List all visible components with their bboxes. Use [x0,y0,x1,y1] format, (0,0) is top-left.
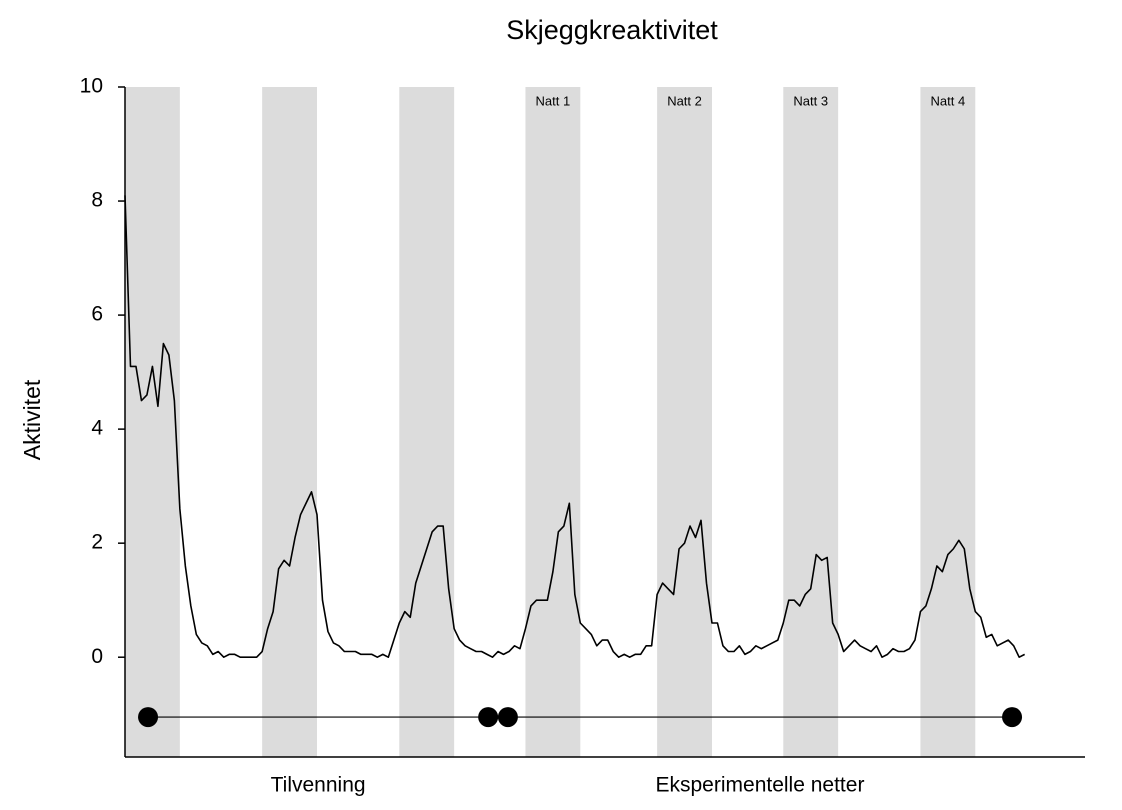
period-label: Eksperimentelle netter [656,774,865,797]
y-axis-label: Aktivitet [19,379,45,460]
period-label: Tilvenning [271,774,366,797]
night-band [657,87,712,757]
band-label: Natt 2 [667,93,702,108]
y-tick-label: 8 [91,189,103,212]
night-band [125,87,180,757]
period-end-dot [478,707,499,728]
period-start-dot [138,707,159,728]
night-band [525,87,581,757]
period-start-dot [497,707,518,728]
band-label: Natt 4 [931,93,966,108]
y-tick-label: 4 [91,417,103,440]
y-tick-label: 10 [80,75,103,98]
band-label: Natt 1 [536,93,571,108]
night-band [399,87,455,757]
period-end-dot [1002,707,1023,728]
band-label: Natt 3 [793,93,828,108]
y-tick-label: 2 [91,531,103,554]
night-band [262,87,317,757]
activity-line [124,195,1026,659]
night-band [920,87,976,757]
y-tick-label: 0 [91,645,103,668]
chart-title: Skjeggkreaktivitet [506,15,718,45]
night-band [783,87,839,757]
y-tick-label: 6 [91,303,103,326]
